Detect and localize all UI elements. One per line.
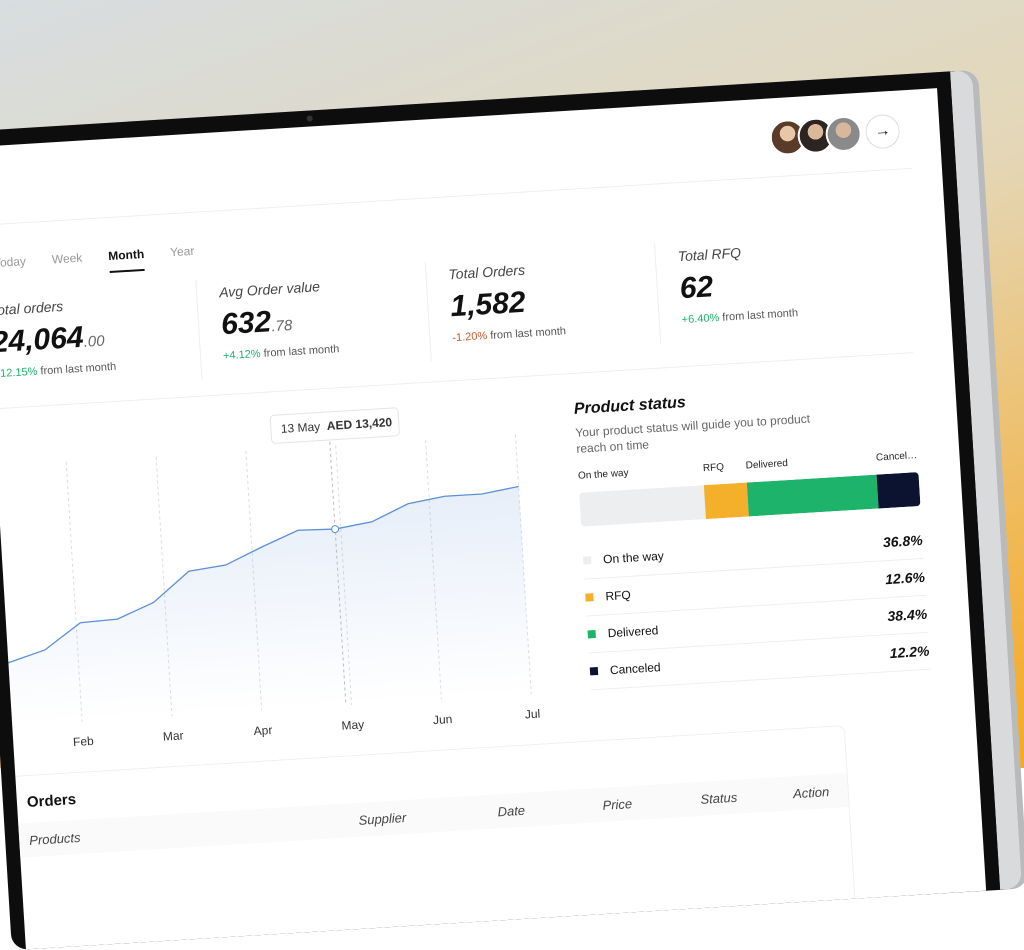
kpi-note: from last month — [490, 325, 566, 342]
kpi-number: 1,582 — [449, 286, 526, 324]
kpi-note: from last month — [40, 361, 116, 378]
tabs: Today Week Month Year — [0, 244, 195, 280]
bar-segment — [579, 485, 706, 527]
legend-value: 38.4% — [887, 606, 928, 624]
tooltip-point — [331, 525, 338, 532]
kpi-number: 24,064 — [0, 321, 84, 360]
x-tick-label: Mar — [162, 728, 183, 743]
bar-segment — [704, 483, 749, 520]
legend-name: RFQ — [585, 588, 631, 605]
column-header: Price — [561, 794, 663, 815]
column-header: Action — [764, 782, 848, 802]
bar-label: On the way — [578, 463, 704, 482]
kpi-value: 1,582 — [449, 278, 658, 325]
kpi-delta: +4.12% — [223, 348, 261, 362]
legend-swatch — [585, 593, 593, 601]
tooltip-date: 13 May — [280, 419, 320, 435]
kpi-delta: -1.20% — [452, 330, 488, 344]
bar-label: RFQ — [703, 461, 746, 475]
bar-segment — [877, 472, 920, 508]
subtitle: Your product status will guide you to pr… — [575, 410, 826, 457]
divider — [0, 168, 912, 226]
page: {"tabs":["Today","Week","Month","Year"],… — [0, 0, 1024, 768]
legend-swatch — [583, 556, 591, 564]
avatar[interactable] — [825, 115, 863, 153]
kpi-decimals: .78 — [271, 317, 293, 335]
legend-text: Delivered — [607, 623, 658, 640]
kpi-change: +6.40% from last month — [681, 302, 888, 327]
product-status: Product status Your product status will … — [573, 380, 930, 690]
legend-name: Delivered — [587, 623, 658, 641]
legend-swatch — [590, 667, 598, 675]
legend-value: 36.8% — [882, 532, 923, 550]
kpi-note: from last month — [722, 307, 798, 324]
kpi-change: +4.12% from last month — [223, 338, 430, 363]
kpi-value: 24,064.00 — [0, 314, 200, 361]
kpi-number: 632 — [220, 305, 272, 341]
arrow-button[interactable]: → — [865, 114, 901, 150]
x-tick-label: Jul — [524, 707, 540, 722]
legend-value: 12.2% — [889, 643, 930, 661]
column-header: Date — [451, 800, 563, 822]
x-tick-label: May — [341, 717, 364, 732]
kpi-decimals: .00 — [83, 332, 105, 350]
kpi-label: Avg Order value — [219, 272, 427, 301]
legend-name: On the way — [583, 549, 664, 568]
legend-value: 12.6% — [885, 569, 926, 587]
bar-segment — [747, 475, 879, 517]
x-tick-label: Apr — [253, 723, 273, 738]
kpi-number: 62 — [679, 270, 714, 305]
area — [0, 486, 531, 725]
kpi-label: Total orders — [0, 290, 197, 319]
column-header: Status — [663, 788, 765, 809]
column-header: Products — [19, 816, 304, 848]
kpi-label: Total RFQ — [677, 236, 885, 265]
kpi-value: 632.78 — [220, 296, 429, 343]
legend-text: RFQ — [605, 588, 631, 604]
tab[interactable]: Week — [51, 251, 83, 277]
camera — [307, 115, 313, 121]
kpi-note: from last month — [263, 343, 339, 360]
legend-swatch — [588, 630, 596, 638]
kpi-delta: +12.15% — [0, 366, 38, 381]
bar-label: Canceled — [876, 450, 918, 464]
kpi-change: -1.20% from last month — [452, 320, 659, 345]
legend-text: On the way — [603, 549, 664, 567]
bar-label: Delivered — [745, 453, 876, 472]
legend-text: Canceled — [610, 660, 661, 677]
legend: On the way 36.8% RFQ 12.6% Delivered 38.4% Can… — [582, 522, 930, 690]
x-tick-label: Jun — [433, 712, 453, 727]
column-header: Supplier — [303, 807, 451, 831]
tab[interactable]: Year — [170, 244, 196, 269]
tab[interactable]: Month — [108, 247, 145, 273]
title: Product status — [573, 380, 913, 419]
tab[interactable]: Today — [0, 254, 27, 280]
x-tick-label: Feb — [73, 734, 95, 749]
legend-name: Canceled — [590, 660, 661, 678]
kpi-value: 62 — [679, 260, 888, 307]
avatars: → — [777, 113, 901, 156]
kpi-label: Total Orders — [448, 254, 656, 283]
kpi-delta: +6.40% — [681, 312, 719, 326]
kpi-change: +12.15% from last month — [0, 356, 201, 381]
